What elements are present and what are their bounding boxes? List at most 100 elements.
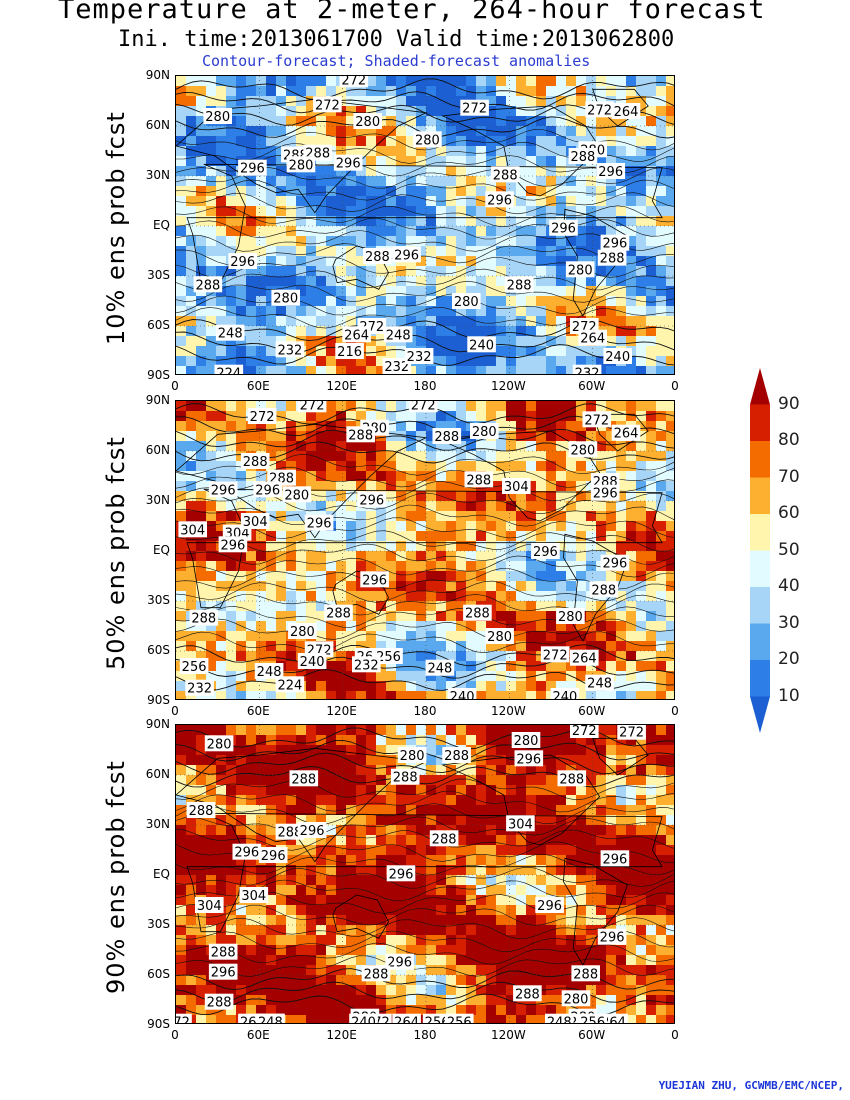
contour-label: 288 — [275, 823, 305, 841]
contour-label: 280 — [568, 441, 598, 458]
svg-text:248: 248 — [218, 327, 243, 342]
contour-label: 304 — [239, 887, 269, 904]
lat-tick-label: 60S — [147, 643, 170, 657]
svg-text:272: 272 — [587, 103, 612, 118]
colorbar-segment — [750, 623, 770, 661]
svg-text:296: 296 — [551, 222, 576, 237]
contour-label: 240 — [467, 336, 496, 353]
svg-text:248: 248 — [587, 677, 612, 692]
map-panel: 280 280 288 280 296 272 272 288 288 288 288 288 296 2… — [175, 724, 675, 1024]
svg-text:264: 264 — [344, 328, 369, 343]
svg-text:280: 280 — [558, 610, 583, 625]
contour-label: 288 — [363, 248, 392, 265]
lat-tick-label: 30S — [147, 917, 170, 931]
contour-line — [176, 580, 674, 603]
panel-label: 10% ens prob fcst — [102, 111, 130, 345]
svg-text:280: 280 — [415, 133, 440, 148]
lat-tick-label: 90N — [145, 717, 170, 731]
lat-tick-label: 30N — [145, 493, 170, 507]
chart-title: Temperature at 2-meter, 264-hour forecas… — [58, 0, 766, 25]
contour-label: 264 — [570, 649, 599, 667]
lon-tick-label: 120E — [326, 1028, 357, 1042]
contour-label: 272 — [408, 401, 438, 413]
contour-label: 232 — [185, 679, 214, 697]
svg-text:296: 296 — [359, 493, 384, 508]
svg-text:240: 240 — [300, 655, 325, 670]
svg-text:280: 280 — [454, 295, 479, 310]
colorbar-segment — [750, 587, 770, 624]
contour-label: 280 — [286, 156, 316, 173]
svg-text:288: 288 — [570, 150, 595, 165]
contour-label: 248 — [545, 1013, 574, 1023]
lat-tick-label: 30S — [147, 593, 170, 607]
contour-label: 288 — [390, 768, 420, 786]
contour-label: 280 — [511, 732, 541, 749]
svg-text:296: 296 — [230, 255, 255, 270]
contour-label: 280 — [485, 628, 514, 645]
colorbar-segment — [750, 404, 770, 442]
credit-text: YUEJIAN ZHU, GCWMB/EMC/NCEP, — [658, 1079, 844, 1092]
contour-label: 288 — [240, 453, 270, 470]
lon-tick-label: 60W — [578, 379, 606, 393]
contour-label: 288 — [571, 965, 600, 982]
contour-label: 296 — [600, 850, 630, 867]
contour-label: 272 — [617, 725, 646, 741]
svg-text:304: 304 — [243, 515, 268, 530]
contour-line — [176, 766, 674, 788]
contour-label: 296 — [386, 865, 416, 882]
contour-label: 232 — [352, 656, 381, 673]
contour-label: 288 — [597, 249, 627, 267]
contour-label: 240 — [447, 688, 477, 699]
map-panel: 2722722802802722722642802802882882882962… — [175, 75, 675, 375]
colorbar-segment — [750, 550, 770, 588]
svg-text:232: 232 — [575, 367, 600, 375]
contour-label: 272 — [460, 99, 489, 117]
contour-label: 240 — [297, 653, 327, 670]
contour-line — [176, 955, 674, 977]
contour-label: 280 — [397, 747, 427, 764]
contour-label: 272 — [339, 76, 369, 88]
lon-tick-label: 0 — [171, 1028, 179, 1042]
contour-label: 280 — [556, 608, 585, 625]
contour-label: 296 — [590, 484, 620, 502]
contour-line — [176, 91, 674, 114]
contour-label: 304 — [195, 897, 224, 914]
lat-tick-label: 30N — [145, 817, 170, 831]
svg-text:296: 296 — [255, 483, 280, 498]
contour-label: 240 — [603, 348, 632, 365]
svg-text:232: 232 — [277, 343, 302, 358]
panel-label: 50% ens prob fcst — [102, 436, 130, 670]
contour-label: 288 — [513, 985, 542, 1002]
contour-label: 256 — [445, 1013, 474, 1023]
colorbar-segment — [750, 477, 770, 515]
svg-text:296: 296 — [240, 162, 265, 177]
contour-label: 296 — [357, 491, 387, 508]
svg-text:296: 296 — [598, 165, 623, 180]
contour-label: 272 — [297, 401, 327, 413]
svg-text:288: 288 — [493, 168, 518, 183]
contour-line — [176, 594, 674, 616]
svg-text:264: 264 — [580, 332, 605, 347]
contour-label: 248 — [383, 326, 413, 343]
contour-label: 288 — [208, 943, 238, 961]
svg-text:280: 280 — [284, 488, 309, 503]
lon-tick-label: 180 — [413, 704, 437, 718]
panel-label: 90% ens prob fcst — [102, 760, 130, 994]
contour-label: 256 — [374, 648, 403, 665]
contour-label: 304 — [178, 521, 207, 538]
svg-text:288: 288 — [600, 252, 625, 267]
contour-label: 288 — [289, 770, 319, 787]
lon-tick-label: 120W — [490, 379, 526, 393]
lat-tick-label: 60S — [147, 967, 170, 981]
colorbar-label: 50 — [778, 539, 800, 560]
contour-label: 232 — [404, 348, 434, 365]
time-subtitle: Ini. time:2013061700 Valid time:20130628… — [118, 27, 675, 52]
svg-text:232: 232 — [354, 658, 379, 673]
lat-tick-label: 90N — [145, 393, 170, 407]
contour-label: 240 — [349, 1013, 378, 1023]
svg-text:288: 288 — [365, 250, 390, 265]
contour-label: 256 — [179, 658, 209, 675]
contour-label: 288 — [463, 604, 492, 622]
svg-text:232: 232 — [187, 682, 212, 697]
contour-label: 288 — [442, 747, 471, 764]
